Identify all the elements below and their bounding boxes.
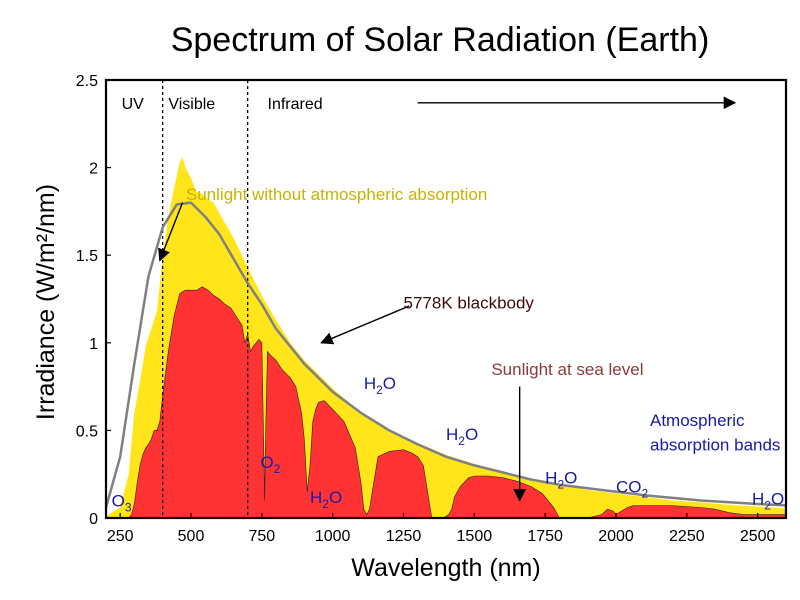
label-absorption-bands-line2: absorption bands (650, 435, 780, 454)
x-tick-label: 1750 (527, 528, 563, 545)
absorption-molecule-label: O2 (260, 453, 280, 476)
x-tick-label: 500 (178, 528, 205, 545)
plot-area: 250 500 750 1000 1250 1500 1750 2000 2250 2500 0 0.… (76, 73, 788, 545)
x-tick-label: 1000 (315, 528, 351, 545)
label-absorption-bands-line1: Atmospheric (650, 411, 745, 430)
region-label-uv: UV (122, 96, 145, 113)
y-tick-label: 0 (89, 511, 98, 528)
y-tick-label: 2.5 (76, 73, 98, 90)
absorption-molecule-label: H2O (364, 374, 396, 397)
y-axis-title: Irradiance (W/m²/nm) (32, 184, 60, 420)
plot-frame (104, 78, 788, 520)
y-tick-label: 1.5 (76, 248, 98, 265)
label-blackbody: 5778K blackbody (404, 294, 535, 313)
blackbody-pointer-arrow (320, 305, 410, 345)
x-tick-label: 2250 (669, 528, 705, 545)
absorption-molecule-label: CO2 (616, 477, 649, 500)
label-sea-level: Sunlight at sea level (491, 360, 643, 379)
absorption-molecule-label: H2O (446, 425, 478, 448)
series-line-blackbody (104, 201, 787, 508)
x-tick-label: 1250 (386, 528, 422, 545)
y-tick-label: 0.5 (76, 423, 98, 440)
absorption-molecule-label: H2O (545, 469, 577, 492)
region-label-infrared: Infrared (268, 96, 323, 113)
x-tick-label: 1500 (457, 528, 493, 545)
x-tick-label: 2500 (740, 528, 776, 545)
absorption-molecule-label: H2O (310, 488, 342, 511)
x-tick-label: 250 (107, 528, 134, 545)
x-tick-label: 2000 (598, 528, 634, 545)
label-extraterrestrial: Sunlight without atmospheric absorption (186, 185, 487, 204)
chart-title: Spectrum of Solar Radiation (Earth) (171, 21, 710, 59)
y-tick-label: 2 (89, 161, 98, 178)
y-tick-label: 1 (89, 336, 98, 353)
absorption-molecule-label: O3 (112, 491, 132, 514)
absorption-molecule-label: H2O (752, 490, 784, 513)
x-axis-title: Wavelength (nm) (351, 554, 540, 582)
extraterrestrial-pointer-arrow (158, 202, 184, 262)
x-tick-label: 750 (248, 528, 275, 545)
region-label-visible: Visible (168, 96, 215, 113)
